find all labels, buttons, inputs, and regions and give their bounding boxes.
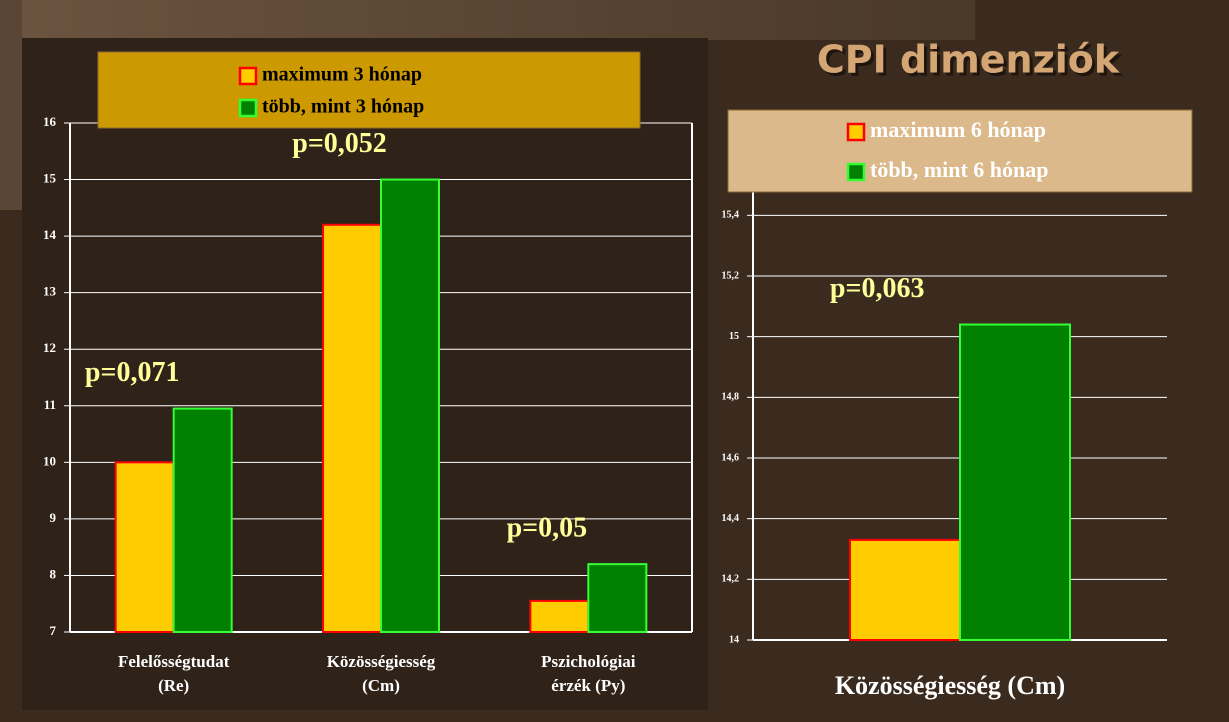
y-tick-label: 7 (50, 623, 57, 638)
legend-label: több, mint 3 hónap (262, 96, 424, 118)
legend-swatch (238, 66, 258, 86)
y-tick-label: 14,8 (722, 392, 740, 403)
y-tick-label: 15 (43, 171, 57, 186)
title-shadow: CPI dimenziók (820, 41, 1123, 85)
bar (959, 323, 1071, 641)
y-tick-label: 13 (43, 284, 57, 299)
y-tick-label: 9 (50, 510, 57, 525)
legend-label: maximum 6 hónap (870, 117, 1046, 142)
bar (380, 178, 440, 634)
legend (727, 109, 1193, 193)
title: CPI dimenziók (817, 38, 1120, 82)
side-band (0, 0, 22, 210)
annotation: p=0,063 (830, 273, 925, 304)
y-tick-label: 8 (50, 566, 57, 581)
y-tick-label: 14 (43, 227, 57, 242)
y-tick-label: 14,2 (722, 574, 740, 585)
y-tick-label: 15,4 (722, 210, 740, 221)
bar (114, 461, 175, 634)
y-tick-label: 15 (729, 331, 739, 342)
top-band (0, 0, 975, 40)
bar (529, 599, 590, 634)
annotation: p=0,05 (507, 513, 588, 544)
legend (97, 51, 641, 129)
legend-swatch (846, 162, 866, 182)
legend-swatch (238, 98, 258, 118)
annotation: p=0,052 (292, 128, 387, 159)
bar (849, 538, 961, 642)
y-tick-label: 14,6 (722, 452, 740, 463)
y-tick-label: 15,2 (722, 270, 740, 281)
annotation: p=0,071 (85, 357, 180, 388)
y-tick-label: 11 (44, 397, 56, 412)
legend-swatch (846, 122, 866, 142)
x-tick-label: Közösségiesség (Cm) (326, 652, 436, 695)
y-tick-label: 16 (43, 114, 57, 129)
bar (587, 563, 648, 634)
legend-label: maximum 3 hónap (262, 64, 422, 86)
y-tick-label: 12 (43, 340, 56, 355)
x-axis-label: Közösségiesség (Cm) (835, 671, 1065, 700)
legend-label: több, mint 6 hónap (870, 157, 1049, 182)
bar (172, 407, 233, 633)
y-tick-label: 10 (43, 453, 56, 468)
x-tick-label: Felelősségtudat (Re) (117, 652, 230, 695)
y-tick-label: 14 (729, 634, 739, 645)
y-tick-label: 14,4 (722, 513, 740, 524)
bar (322, 223, 382, 634)
x-tick-label: Pszichológiai érzék (Py) (541, 652, 636, 695)
